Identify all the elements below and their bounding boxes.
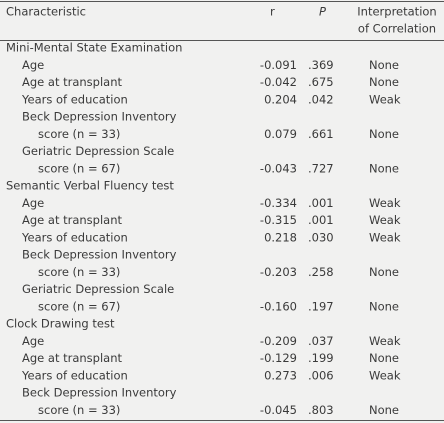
section-title: Clock Drawing test [6,317,115,331]
row-label: score (n = 67) [38,161,120,175]
section-title: Semantic Verbal Fluency test [6,179,174,193]
row-label: score (n = 33) [38,127,120,141]
interpretation: Weak [369,92,401,106]
interpretation: None [369,58,399,72]
row-label: Years of education [21,368,128,382]
p-value: .661 [308,127,334,141]
r-value: -0.203 [260,265,297,279]
interpretation: None [369,161,399,175]
r-value: 0.079 [264,127,297,141]
interpretation: None [369,351,399,365]
r-value: -0.315 [260,213,297,227]
r-value: -0.045 [260,403,297,417]
header-interpretation: of Correlation [358,22,436,36]
row-label: Years of education [21,92,128,106]
interpretation: None [369,299,399,313]
row-label: Age at transplant [22,75,123,89]
row-label: Age [22,58,44,72]
p-value: .037 [308,334,334,348]
row-label: score (n = 33) [38,403,120,417]
r-value: -0.091 [260,58,297,72]
p-value: .369 [308,58,334,72]
p-value: .030 [308,230,334,244]
r-value: -0.129 [260,351,297,365]
p-value: .199 [308,351,334,365]
p-value: .001 [308,196,334,210]
r-value: -0.334 [260,196,297,210]
r-value: -0.209 [260,334,297,348]
interpretation: Weak [369,368,401,382]
r-value: -0.043 [260,161,297,175]
interpretation: None [369,75,399,89]
row-label: Years of education [21,230,128,244]
r-value: -0.042 [260,75,297,89]
row-label: Geriatric Depression Scale [22,144,174,158]
row-label: Beck Depression Inventory [22,110,177,124]
interpretation: None [369,265,399,279]
header-p: P [319,5,326,19]
r-value: 0.218 [264,230,297,244]
row-label: Beck Depression Inventory [22,386,177,400]
row-label: Age [22,334,44,348]
r-value: 0.273 [264,368,297,382]
p-value: .042 [308,92,334,106]
row-label: score (n = 67) [38,299,120,313]
header-r: r [270,5,275,19]
row-label: score (n = 33) [38,265,120,279]
r-value: 0.204 [264,92,297,106]
p-value: .006 [308,368,334,382]
section-title: Mini-Mental State Examination [6,41,182,55]
interpretation: None [369,127,399,141]
interpretation: None [369,403,399,417]
p-value: .675 [308,75,334,89]
header-interpretation: Interpretation [357,5,436,19]
p-value: .727 [308,161,334,175]
interpretation: Weak [369,334,401,348]
p-value: .258 [308,265,334,279]
interpretation: Weak [369,196,401,210]
row-label: Age at transplant [22,351,123,365]
row-label: Age at transplant [22,213,123,227]
row-label: Geriatric Depression Scale [22,282,174,296]
r-value: -0.160 [260,299,297,313]
row-label: Age [22,196,44,210]
header-characteristic: Characteristic [6,5,86,19]
p-value: .001 [308,213,334,227]
interpretation: Weak [369,213,401,227]
p-value: .197 [308,299,334,313]
p-value: .803 [308,403,334,417]
row-label: Beck Depression Inventory [22,248,177,262]
interpretation: Weak [369,230,401,244]
